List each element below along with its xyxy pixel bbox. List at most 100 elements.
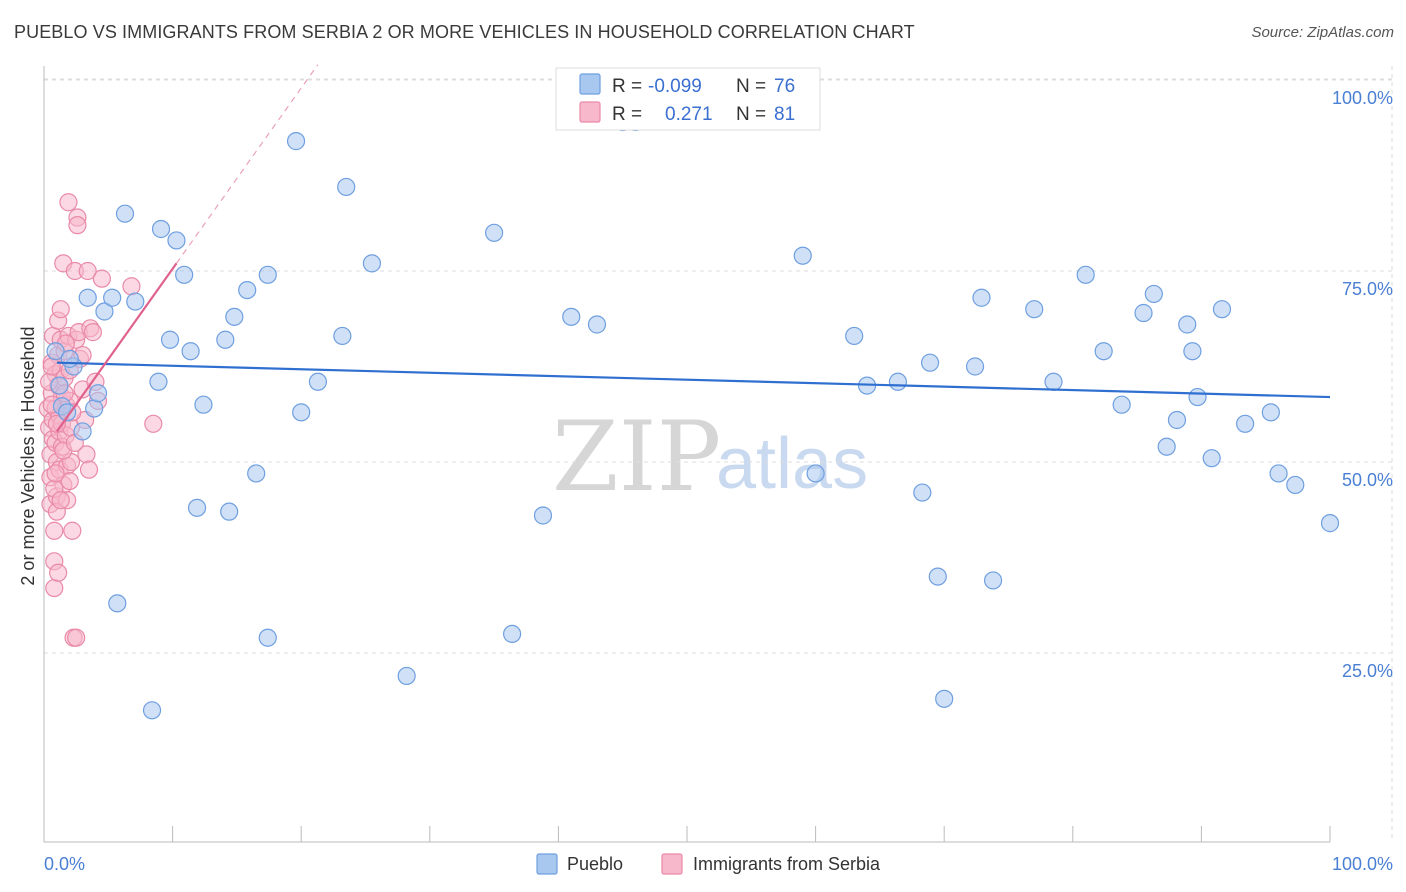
serbia-point-62	[92, 269, 111, 288]
trendlines	[55, 64, 1331, 433]
pueblo-point-56	[1044, 372, 1063, 391]
pueblo-point-39	[562, 307, 581, 326]
pueblo-point-66	[1188, 387, 1207, 407]
pueblo-point-43	[793, 246, 812, 265]
legend-n-label-serbia: N =	[736, 104, 766, 125]
bottom-legend-label-pueblo: Pueblo	[567, 854, 623, 874]
pueblo-point-25	[238, 281, 257, 300]
pueblo-point-69	[1236, 414, 1255, 433]
pueblo-point-31	[308, 372, 328, 391]
pueblo-point-65	[1183, 342, 1202, 361]
pueblo-point-12	[126, 292, 145, 311]
pueblo-point-5	[78, 288, 97, 307]
serbia-point-78	[51, 491, 70, 510]
pueblo-point-59	[1112, 395, 1131, 414]
pueblo-point-70	[1261, 403, 1280, 422]
serbia-point-10	[45, 521, 64, 540]
legend-r-label-pueblo: R =	[612, 76, 642, 97]
pueblo-point-49	[920, 353, 940, 372]
pueblo-point-50	[928, 567, 947, 586]
pueblo-trendline	[56, 361, 1331, 399]
bottom-legend-label-serbia: Immigrants from Serbia	[693, 854, 881, 874]
legend-n-value-pueblo: 76	[774, 76, 795, 97]
pueblo-point-52	[965, 357, 985, 376]
serbia-series	[38, 193, 163, 647]
source-credit: Source: ZipAtlas.com	[1251, 24, 1394, 41]
pueblo-point-16	[160, 330, 180, 349]
serbia-point-64	[144, 414, 163, 433]
pueblo-point-19	[181, 342, 200, 361]
watermark: ZIP atlas	[552, 401, 868, 513]
serbia-trendline-extension	[175, 64, 319, 264]
pueblo-point-22	[216, 330, 235, 349]
pueblo-point-20	[187, 498, 207, 517]
serbia-point-77	[42, 357, 61, 376]
pueblo-point-7	[88, 384, 108, 403]
pueblo-point-71	[1269, 464, 1288, 483]
pueblo-point-4	[73, 422, 92, 441]
serbia-point-50	[68, 216, 87, 235]
pueblo-point-47	[888, 372, 908, 391]
chart-title: PUEBLO VS IMMIGRANTS FROM SERBIA 2 OR MO…	[14, 22, 915, 42]
y-tick-label-1: 50.0%	[1342, 470, 1393, 490]
pueblo-point-63	[1167, 410, 1187, 430]
bottom-legend-swatch-serbia	[661, 853, 683, 875]
pueblo-point-11	[115, 204, 135, 223]
pueblo-point-10	[108, 594, 127, 613]
pueblo-point-38	[533, 506, 553, 525]
y-tick-label-0: 25.0%	[1342, 661, 1393, 681]
legend-r-label-serbia: R =	[612, 104, 642, 125]
serbia-point-65	[67, 628, 86, 647]
serbia-point-56	[78, 261, 97, 281]
pueblo-point-23	[220, 502, 239, 521]
pueblo-point-17	[167, 231, 186, 250]
watermark-zip: ZIP	[552, 401, 721, 513]
pueblo-point-15	[151, 219, 171, 239]
serbia-point-12	[45, 578, 64, 598]
legend-r-value-serbia: 0.271	[665, 104, 713, 125]
watermark-atlas: atlas	[716, 424, 868, 504]
pueblo-point-14	[149, 372, 168, 391]
pueblo-point-62	[1157, 437, 1176, 456]
serbia-point-59	[83, 323, 102, 342]
pueblo-point-26	[247, 464, 266, 483]
pueblo-series	[46, 112, 1340, 720]
pueblo-point-34	[362, 254, 382, 273]
pueblo-point-0	[46, 342, 65, 361]
pueblo-point-60	[1134, 303, 1153, 323]
pueblo-point-40	[587, 315, 607, 334]
pueblo-point-24	[225, 307, 244, 326]
serbia-point-74	[46, 464, 65, 483]
pueblo-point-32	[333, 326, 352, 346]
pueblo-point-2	[58, 403, 77, 422]
pueblo-point-61	[1144, 284, 1163, 304]
serbia-point-72	[49, 563, 68, 582]
bottom-legend-swatch-pueblo	[536, 853, 558, 875]
y-axis-title: 2 or more Vehicles in Household	[18, 326, 38, 585]
legend-swatch-serbia	[579, 101, 601, 123]
pueblo-point-30	[292, 403, 311, 422]
x-tick-label-max: 100.0%	[1332, 854, 1393, 874]
serbia-point-25	[51, 300, 70, 319]
serbia-point-39	[59, 193, 78, 212]
pueblo-point-8	[95, 302, 114, 321]
legend-n-value-serbia: 81	[774, 104, 795, 125]
legend-n-label-pueblo: N =	[736, 76, 766, 97]
pueblo-point-73	[1320, 514, 1340, 533]
legend-swatch-pueblo	[579, 73, 601, 95]
pueblo-point-29	[286, 132, 306, 151]
pueblo-point-45	[845, 326, 864, 346]
y-tick-label-2: 75.0%	[1342, 279, 1393, 299]
serbia-point-68	[47, 414, 66, 433]
serbia-point-57	[79, 460, 99, 479]
series-legend: Pueblo Immigrants from Serbia	[536, 853, 881, 875]
pueblo-point-67	[1202, 449, 1221, 468]
pueblo-point-75	[60, 349, 79, 368]
legend-r-value-pueblo: -0.099	[648, 76, 702, 97]
pueblo-point-35	[397, 666, 416, 686]
pueblo-point-64	[1178, 315, 1197, 334]
pueblo-point-36	[485, 223, 504, 242]
serbia-point-45	[63, 521, 82, 540]
pueblo-point-51	[935, 689, 954, 708]
